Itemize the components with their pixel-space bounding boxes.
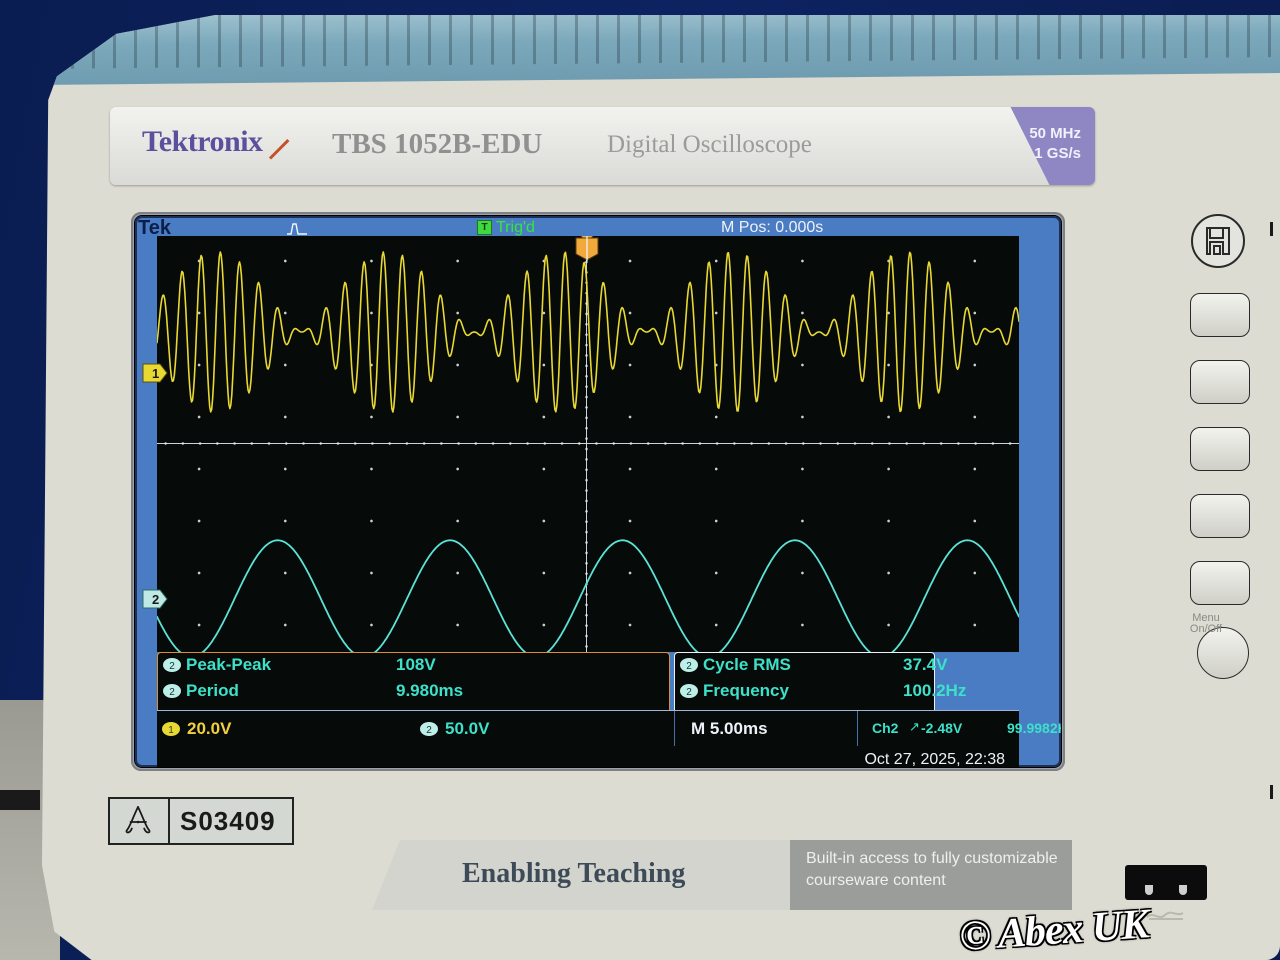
svg-text:2: 2 <box>686 661 692 672</box>
svg-text:2: 2 <box>686 687 692 698</box>
svg-text:2: 2 <box>169 687 175 698</box>
svg-text:1: 1 <box>168 725 174 736</box>
svg-text:2: 2 <box>152 592 159 607</box>
svg-text:1: 1 <box>152 366 159 381</box>
svg-text:2: 2 <box>169 661 175 672</box>
svg-text:2: 2 <box>426 725 432 736</box>
